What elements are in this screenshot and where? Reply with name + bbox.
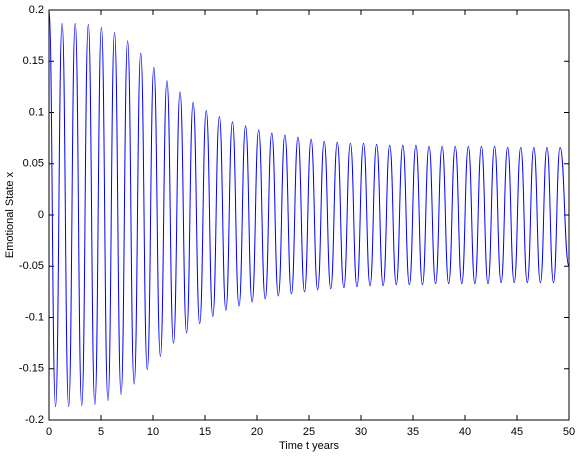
y-tick-label: 0 [38,209,44,221]
x-axis-label: Time t years [279,440,340,452]
x-tick-label: 25 [303,426,315,438]
x-tick-label: 50 [563,426,575,438]
data-line [48,9,570,408]
x-tick-label: 40 [459,426,471,438]
y-tick-label: 0.2 [29,4,44,16]
y-tick-label: -0.15 [19,363,44,375]
y-tick-label: -0.2 [25,414,44,426]
y-tick-label: 0.1 [29,106,44,118]
y-tick-label: 0.05 [23,158,44,170]
x-tick-label: 10 [147,426,159,438]
x-tick-label: 0 [46,426,52,438]
x-tick-label: 5 [98,426,104,438]
x-tick-label: 15 [199,426,211,438]
y-tick-label: -0.1 [25,311,44,323]
x-tick-label: 45 [511,426,523,438]
x-tick-label: 35 [407,426,419,438]
x-tick-label: 20 [251,426,263,438]
y-tick-label: 0.15 [23,55,44,67]
x-tick-label: 30 [355,426,367,438]
y-axis-label: Emotional State x [4,171,16,258]
y-tick-label: -0.05 [19,260,44,272]
